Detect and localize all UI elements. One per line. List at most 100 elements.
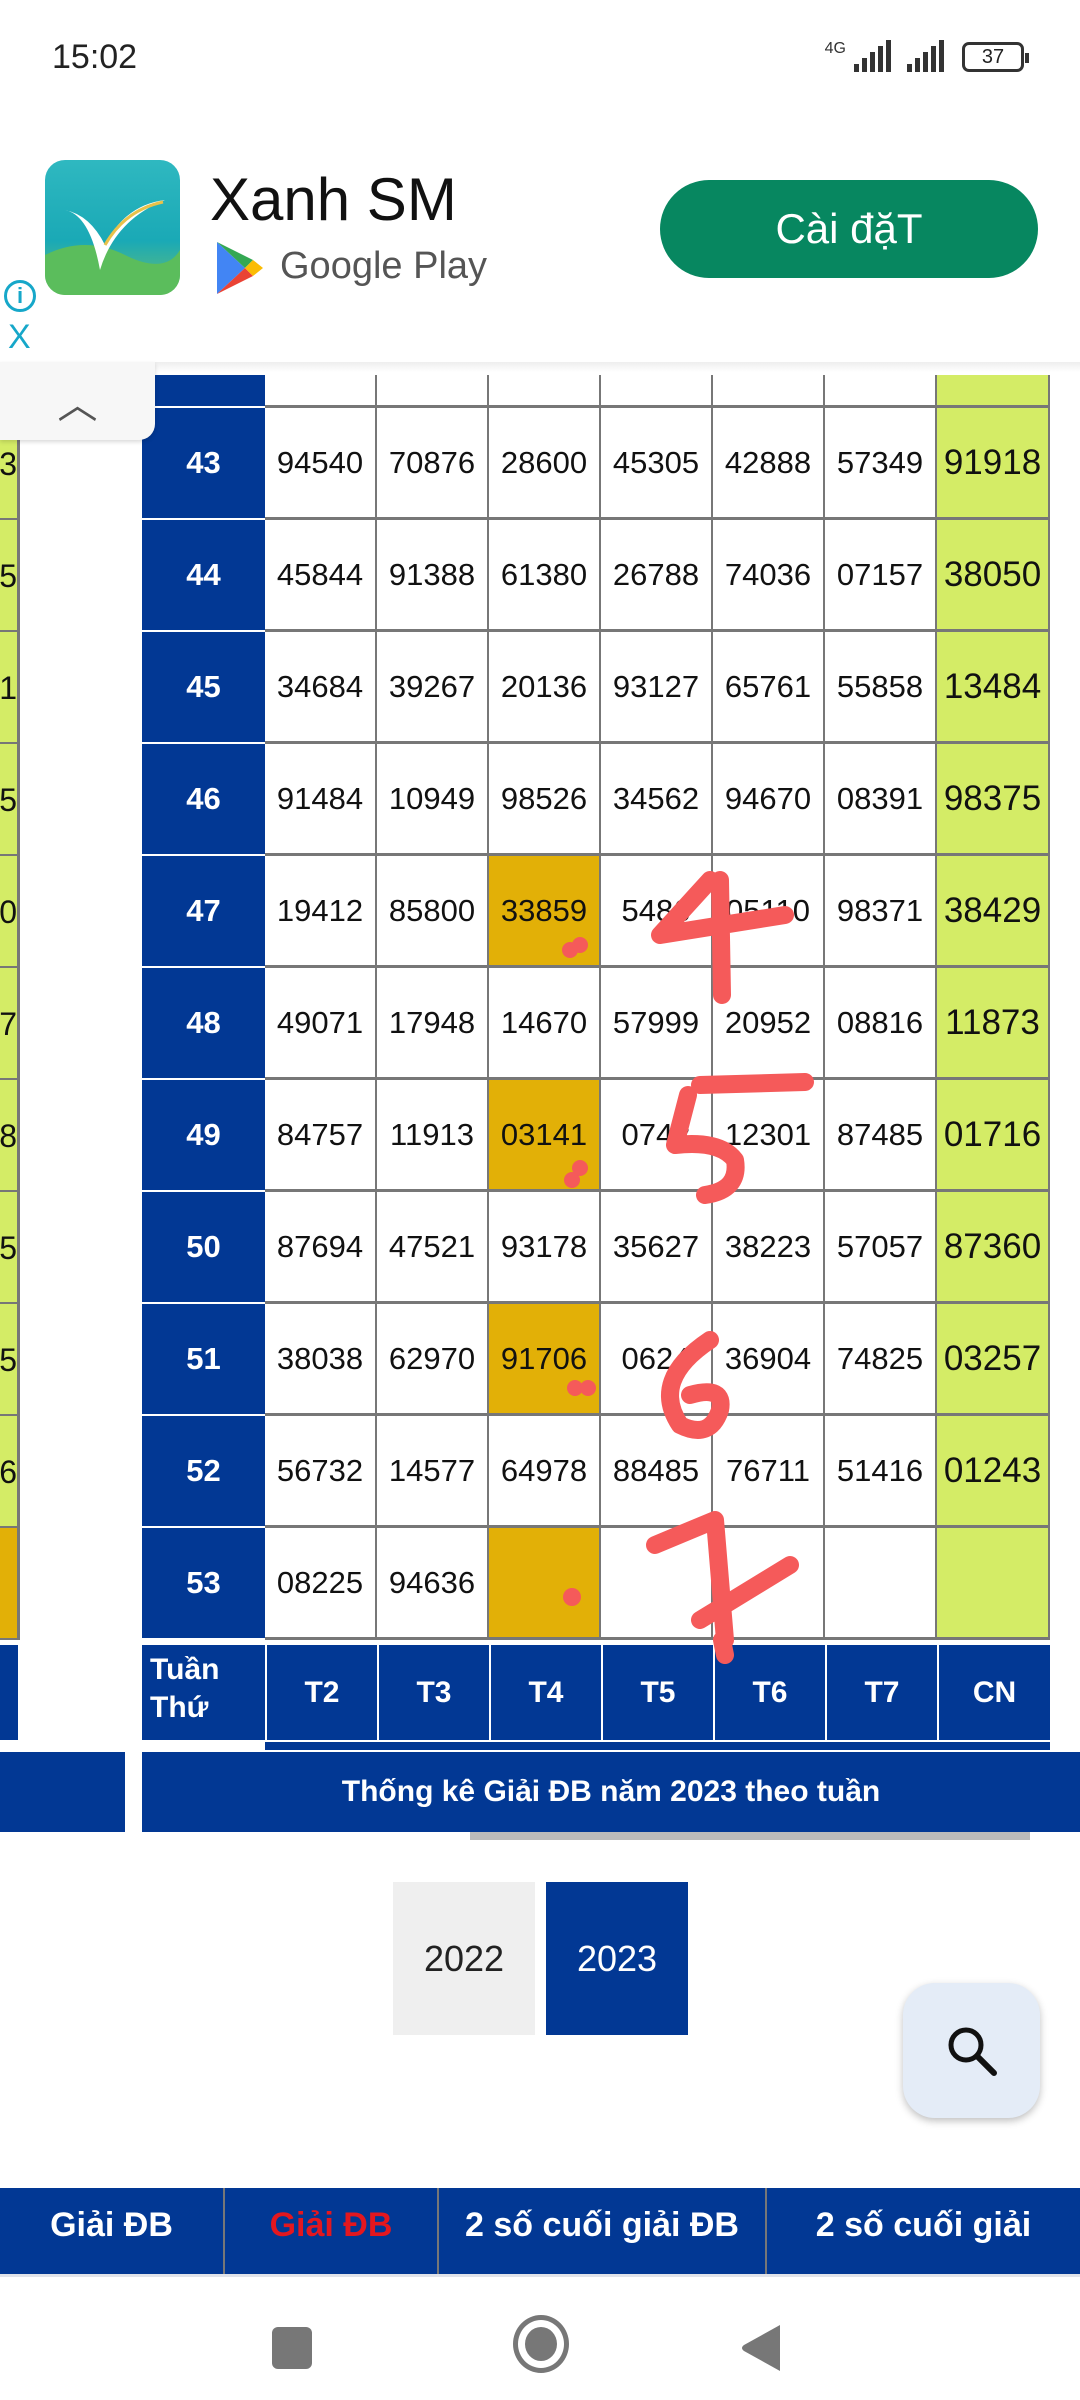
- table-row: 53 08225 94636: [142, 1528, 1050, 1640]
- result-cell: 03141: [489, 1080, 601, 1192]
- tab-2-so-cuoi-giai[interactable]: 2 số cuối giải: [815, 2206, 1032, 2244]
- table-row: 48 49071 17948 14670 57999 20952 08816 11873: [142, 968, 1050, 1080]
- day-header-t4: T4: [489, 1645, 601, 1740]
- result-cell: 05110: [713, 856, 825, 968]
- left-partial-cell: [0, 1528, 20, 1640]
- result-cell: 49071: [265, 968, 377, 1080]
- result-cell: 91706: [489, 1304, 601, 1416]
- result-cell: 5486: [601, 856, 713, 968]
- result-cell: 11913: [377, 1080, 489, 1192]
- year-2023-button[interactable]: 2023: [546, 1882, 688, 2035]
- week-number: 49: [142, 1080, 265, 1192]
- result-cell: [489, 1528, 601, 1640]
- left-partial-cell: 8: [0, 1080, 20, 1192]
- result-cell: 20136: [489, 632, 601, 744]
- result-cell: 01243: [937, 1416, 1050, 1528]
- result-cell: 34562: [601, 744, 713, 856]
- result-cell: 87485: [825, 1080, 937, 1192]
- signal-icon: [854, 40, 891, 72]
- result-cell: 34684: [265, 632, 377, 744]
- day-header-t7: T7: [825, 1645, 937, 1740]
- status-bar: 15:02 4G 37: [0, 0, 1080, 120]
- left-partial-cell: 1: [0, 632, 20, 744]
- year-2022-button[interactable]: 2022: [393, 1882, 535, 2035]
- close-ad-button[interactable]: X: [8, 318, 31, 356]
- tab-2-so-cuoi-db[interactable]: 2 số cuối giải ĐB: [439, 2188, 767, 2274]
- table-title: Thống kê Giải ĐB năm 2023 theo tuần: [142, 1752, 1080, 1832]
- result-cell: 84757: [265, 1080, 377, 1192]
- tab-giai-db[interactable]: Giải ĐB: [0, 2188, 225, 2274]
- result-cell: 98526: [489, 744, 601, 856]
- result-cell: 38038: [265, 1304, 377, 1416]
- info-icon[interactable]: i: [4, 280, 36, 312]
- recents-button[interactable]: [272, 2327, 312, 2369]
- result-cell: 08391: [825, 744, 937, 856]
- left-partial-cell: 7: [0, 968, 20, 1080]
- result-cell: 47521: [377, 1192, 489, 1304]
- result-cell: [937, 1528, 1050, 1640]
- result-cell: 91388: [377, 520, 489, 632]
- tab-giai-db-active[interactable]: Giải ĐB: [225, 2188, 439, 2274]
- battery-icon: 37: [962, 42, 1029, 72]
- day-header-t3: T3: [377, 1645, 489, 1740]
- week-number: 51: [142, 1304, 265, 1416]
- bottom-tabs: Giải ĐB Giải ĐB 2 số cuối giải ĐB 2 số c…: [0, 2188, 1080, 2274]
- result-cell: 51416: [825, 1416, 937, 1528]
- result-cell: 74036: [713, 520, 825, 632]
- collapse-button[interactable]: ︿: [0, 362, 155, 440]
- day-header-t6: T6: [713, 1645, 825, 1740]
- left-partial-cell: 5: [0, 520, 20, 632]
- network-type: 4G: [824, 40, 846, 57]
- result-cell: 11873: [937, 968, 1050, 1080]
- back-button[interactable]: [740, 2323, 782, 2373]
- result-cell: 08816: [825, 968, 937, 1080]
- result-cell: 45844: [265, 520, 377, 632]
- app-name[interactable]: Xanh SM: [210, 166, 457, 233]
- result-cell: 0742: [601, 1080, 713, 1192]
- left-partial-cell: 6: [0, 1416, 20, 1528]
- result-cell: 55858: [825, 632, 937, 744]
- horizontal-scrollbar[interactable]: [470, 1832, 1030, 1840]
- home-button[interactable]: [513, 2315, 569, 2373]
- result-cell: 98371: [825, 856, 937, 968]
- week-number: 47: [142, 856, 265, 968]
- result-cell: 57057: [825, 1192, 937, 1304]
- navigation-bar: [0, 2274, 1080, 2400]
- result-cell: 85800: [377, 856, 489, 968]
- header-underline: [265, 1742, 1050, 1750]
- result-cell: 14670: [489, 968, 601, 1080]
- result-cell: 39267: [377, 632, 489, 744]
- clock: 15:02: [52, 38, 138, 76]
- result-cell: 74825: [825, 1304, 937, 1416]
- search-button[interactable]: [903, 1983, 1040, 2118]
- table-row: 45 34684 39267 20136 93127 65761 55858 13484: [142, 632, 1050, 744]
- week-number: 53: [142, 1528, 265, 1640]
- result-cell: 94670: [713, 744, 825, 856]
- result-cell: 94540: [265, 408, 377, 520]
- install-button[interactable]: Cài đặT: [660, 180, 1038, 278]
- result-cell: 20952: [713, 968, 825, 1080]
- week-header: Tuần Thứ: [142, 1645, 265, 1740]
- result-cell: 14577: [377, 1416, 489, 1528]
- table-row-partial: [142, 375, 1050, 408]
- result-cell: 57999: [601, 968, 713, 1080]
- result-cell: [601, 1528, 713, 1640]
- signal-icon-2: [907, 40, 944, 72]
- left-title-bar: [0, 1752, 125, 1832]
- result-cell: 19412: [265, 856, 377, 968]
- app-icon[interactable]: [45, 160, 180, 295]
- result-cell: 98375: [937, 744, 1050, 856]
- result-cell: 61380: [489, 520, 601, 632]
- table-row: 46 91484 10949 98526 34562 94670 08391 98375: [142, 744, 1050, 856]
- result-cell: [713, 1528, 825, 1640]
- result-cell: 38223: [713, 1192, 825, 1304]
- table-row: 50 87694 47521 93178 35627 38223 57057 87360: [142, 1192, 1050, 1304]
- result-cell: 93127: [601, 632, 713, 744]
- result-cell: 88485: [601, 1416, 713, 1528]
- day-header-t2: T2: [265, 1645, 377, 1740]
- store-name: Google Play: [280, 245, 488, 287]
- result-cell: 91918: [937, 408, 1050, 520]
- result-cell: 33859: [489, 856, 601, 968]
- divider: [0, 362, 1080, 372]
- result-cell: 76711: [713, 1416, 825, 1528]
